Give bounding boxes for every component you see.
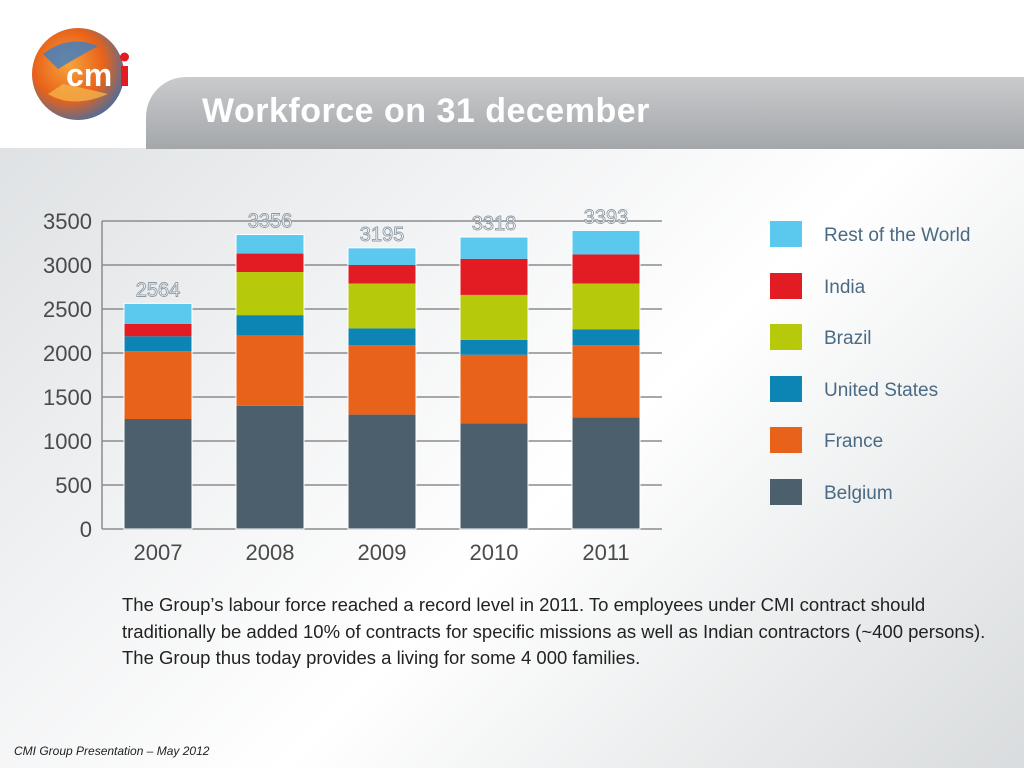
y-tick-label: 3000 bbox=[43, 253, 92, 278]
y-tick-label: 3500 bbox=[43, 209, 92, 234]
bar-segment-india bbox=[460, 258, 528, 295]
bar-segment-belgium bbox=[236, 405, 304, 529]
bar-outline bbox=[347, 247, 417, 530]
bar-segment-india bbox=[348, 265, 416, 284]
footer-text: CMI Group Presentation – May 2012 bbox=[14, 744, 210, 758]
bar-segment-india bbox=[124, 323, 192, 337]
legend-swatch bbox=[770, 478, 802, 505]
bar-segment-brazil bbox=[236, 272, 304, 316]
legend-label: India bbox=[824, 276, 866, 298]
bar-segment-united-states bbox=[572, 329, 640, 346]
bar-segment-rest-of-the-world bbox=[124, 303, 192, 324]
bar-total-label: 3393 bbox=[584, 206, 629, 228]
title-banner bbox=[146, 77, 1024, 149]
y-tick-label: 1500 bbox=[43, 385, 92, 410]
legend-label: Brazil bbox=[824, 328, 872, 349]
x-tick-label: 2007 bbox=[134, 540, 183, 565]
bar-segment-france bbox=[124, 351, 192, 419]
bar-segment-france bbox=[572, 345, 640, 418]
caption-text: The Group’s labour force reached a recor… bbox=[122, 592, 1002, 672]
y-tick-label: 2000 bbox=[43, 341, 92, 366]
bar-segment-india bbox=[236, 253, 304, 273]
bar-segment-rest-of-the-world bbox=[460, 237, 528, 259]
bar-segment-brazil bbox=[348, 283, 416, 329]
x-tick-label: 2010 bbox=[470, 540, 519, 565]
bar-outline bbox=[571, 229, 641, 530]
bar-segment-rest-of-the-world bbox=[348, 247, 416, 265]
legend-swatch bbox=[770, 375, 802, 402]
legend-swatch bbox=[770, 221, 802, 247]
bar-total-label: 3356 bbox=[248, 211, 293, 233]
bar-segment-belgium bbox=[348, 414, 416, 529]
cmi-logo: cm bbox=[32, 28, 129, 120]
caption-line: The Group’s labour force reached a recor… bbox=[122, 594, 926, 615]
slide-title: Workforce on 31 december bbox=[202, 92, 650, 130]
bar-total-label: 2564 bbox=[136, 279, 181, 301]
svg-text:cm: cm bbox=[66, 57, 112, 93]
bar-segment-united-states bbox=[236, 315, 304, 336]
bar-segment-brazil bbox=[572, 283, 640, 330]
bar-segment-france bbox=[460, 354, 528, 424]
bar-segment-belgium bbox=[460, 423, 528, 529]
x-tick-label: 2008 bbox=[246, 540, 295, 565]
y-tick-label: 2500 bbox=[43, 297, 92, 322]
bar-segment-united-states bbox=[124, 336, 192, 352]
bar-segment-india bbox=[572, 254, 640, 284]
x-tick-label: 2009 bbox=[358, 540, 407, 565]
legend-label: Rest of the World bbox=[824, 225, 971, 246]
bar-segment-belgium bbox=[572, 417, 640, 529]
y-tick-label: 500 bbox=[55, 473, 92, 498]
bar-segment-france bbox=[236, 335, 304, 406]
bar-total-label: 3195 bbox=[360, 224, 405, 246]
y-tick-label: 0 bbox=[80, 517, 92, 542]
bar-segment-rest-of-the-world bbox=[572, 230, 640, 255]
legend-swatch bbox=[770, 324, 802, 350]
legend-swatch bbox=[770, 427, 802, 453]
bar-outline bbox=[123, 302, 193, 530]
x-tick-label: 2011 bbox=[582, 540, 629, 565]
bar-segment-france bbox=[348, 345, 416, 415]
bar-outline bbox=[235, 234, 305, 530]
legend-label: Belgium bbox=[824, 482, 893, 504]
bar-segment-belgium bbox=[124, 419, 192, 529]
bar-segment-united-states bbox=[348, 328, 416, 346]
caption-line: The Group thus today provides a living f… bbox=[122, 647, 641, 668]
legend-label: France bbox=[824, 431, 884, 452]
legend-label: United States bbox=[824, 379, 939, 401]
legend-swatch bbox=[770, 272, 802, 299]
bar-segment-brazil bbox=[460, 294, 528, 340]
bar-outline bbox=[459, 236, 529, 530]
bar-segment-rest-of-the-world bbox=[236, 234, 304, 254]
caption-line: traditionally be added 10% of contracts … bbox=[122, 620, 986, 642]
bar-segment-united-states bbox=[460, 339, 528, 355]
bar-total-label: 3318 bbox=[472, 213, 517, 235]
y-tick-label: 1000 bbox=[43, 429, 92, 454]
